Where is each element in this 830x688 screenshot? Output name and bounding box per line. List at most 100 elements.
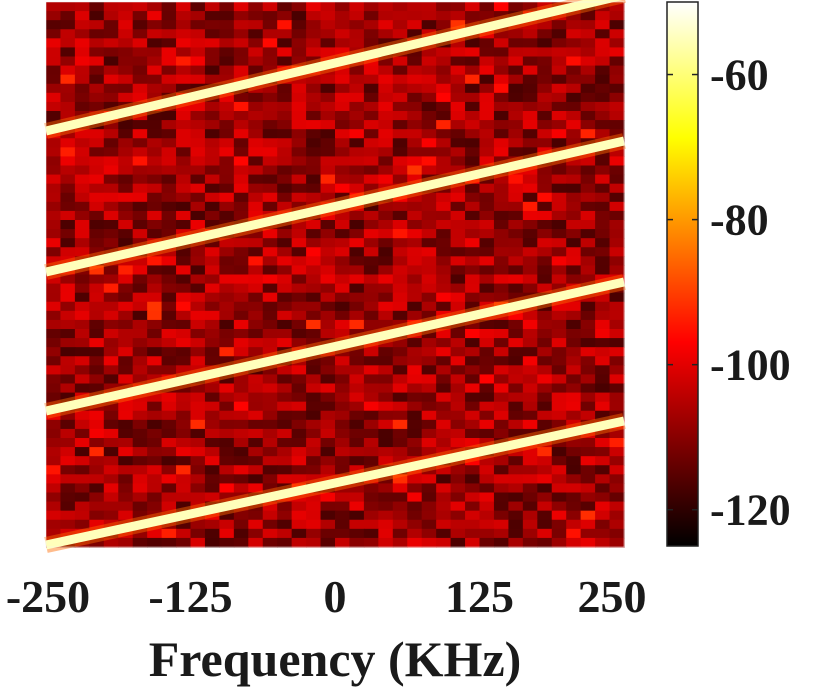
heatmap-cell [132, 474, 148, 485]
heatmap-cell [609, 229, 625, 239]
heatmap-cell [262, 292, 278, 303]
heatmap-cell [378, 174, 394, 185]
heatmap-cell [161, 247, 177, 257]
heatmap-cell [248, 38, 264, 49]
heatmap-cell [89, 29, 105, 39]
heatmap-cell [320, 229, 336, 239]
heatmap-cell [147, 20, 163, 30]
heatmap-cell [609, 56, 625, 67]
heatmap-cell [378, 519, 394, 530]
heatmap-cell [479, 65, 495, 76]
heatmap-cell [363, 147, 379, 158]
heatmap-cell [335, 2, 351, 12]
heatmap-cell [176, 447, 192, 457]
heatmap-cell [551, 274, 567, 285]
heatmap-cell [335, 210, 351, 221]
heatmap-cell [89, 65, 105, 76]
heatmap-cell [450, 365, 466, 376]
heatmap-cell [233, 510, 249, 521]
heatmap-cell [551, 74, 567, 85]
heatmap-cell [465, 138, 481, 148]
heatmap-cell [262, 365, 278, 376]
heatmap-cell [609, 265, 625, 276]
heatmap-cell [580, 238, 596, 248]
heatmap-cell [60, 111, 76, 121]
heatmap-cell [465, 383, 481, 394]
heatmap-cell [595, 456, 611, 466]
heatmap-cell [421, 129, 437, 139]
heatmap-cell [46, 365, 62, 376]
heatmap-cell [580, 338, 596, 348]
x-axis-label: Frequency (KHz) [149, 631, 522, 687]
heatmap-cell [493, 174, 509, 185]
heatmap-cell [349, 129, 365, 139]
heatmap-cell [493, 83, 509, 94]
heatmap-cell [363, 256, 379, 267]
heatmap-cell [262, 338, 278, 348]
heatmap-cell [421, 147, 437, 158]
heatmap-cell [450, 301, 466, 312]
heatmap-cell [407, 220, 423, 230]
heatmap-cell [291, 301, 307, 312]
heatmap-cell [306, 365, 322, 376]
heatmap-cell [407, 192, 423, 203]
heatmap-cell [46, 83, 62, 94]
heatmap-cell [89, 229, 105, 239]
heatmap-cell [103, 265, 119, 276]
heatmap-cell [306, 392, 322, 403]
heatmap-cell [176, 220, 192, 230]
heatmap-cell [392, 519, 408, 530]
heatmap-cell [551, 519, 567, 530]
heatmap-cell [551, 401, 567, 412]
heatmap-cell [349, 383, 365, 394]
heatmap-cell [363, 401, 379, 412]
heatmap-cell [522, 537, 538, 548]
heatmap-cell [306, 247, 322, 257]
heatmap-cell [551, 29, 567, 39]
heatmap-cell [320, 292, 336, 303]
heatmap-cell [89, 410, 105, 421]
heatmap-cell [522, 401, 538, 412]
heatmap-cell [233, 29, 249, 39]
heatmap-cell [219, 519, 235, 530]
heatmap-cell [204, 492, 220, 503]
heatmap-cell [363, 210, 379, 221]
heatmap-cell [74, 274, 90, 285]
heatmap-cell [436, 111, 452, 121]
heatmap-cell [522, 138, 538, 148]
heatmap-cell [233, 392, 249, 403]
heatmap-cell [190, 283, 206, 294]
heatmap-cell [103, 383, 119, 394]
heatmap-cell [190, 38, 206, 49]
heatmap-cell [609, 374, 625, 385]
heatmap-cell [306, 410, 322, 421]
heatmap-cell [118, 410, 134, 421]
heatmap-cell [493, 292, 509, 303]
heatmap-cell [508, 229, 524, 239]
heatmap-cell [306, 310, 322, 321]
heatmap-cell [335, 274, 351, 285]
heatmap-cell [46, 438, 62, 448]
heatmap-cell [407, 329, 423, 339]
heatmap-cell [74, 483, 90, 494]
heatmap-cell [551, 174, 567, 185]
heatmap-cell [277, 220, 293, 230]
heatmap-cell [233, 528, 249, 539]
heatmap-cell [407, 510, 423, 521]
heatmap-cell [262, 156, 278, 167]
heatmap-cell [566, 474, 582, 485]
heatmap-cell [392, 483, 408, 494]
heatmap-cell [580, 410, 596, 421]
heatmap-cell [46, 456, 62, 466]
heatmap-cell [60, 338, 76, 348]
heatmap-cell [537, 492, 553, 503]
heatmap-cell [349, 519, 365, 530]
heatmap-cell [363, 501, 379, 512]
heatmap-cell [580, 292, 596, 303]
heatmap-cell [335, 192, 351, 203]
heatmap-cell [219, 283, 235, 294]
heatmap-cell [233, 492, 249, 503]
heatmap-cell [89, 292, 105, 303]
heatmap-cell [291, 2, 307, 12]
heatmap-cell [609, 401, 625, 412]
